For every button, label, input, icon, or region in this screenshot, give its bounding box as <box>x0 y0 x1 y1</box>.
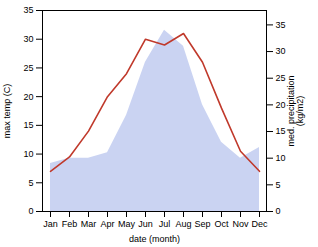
svg-text:Nov: Nov <box>232 219 249 229</box>
svg-text:5: 5 <box>276 180 281 190</box>
svg-text:May: May <box>118 219 136 229</box>
svg-text:10: 10 <box>23 149 33 159</box>
svg-text:Jun: Jun <box>138 219 153 229</box>
svg-text:Mar: Mar <box>81 219 97 229</box>
svg-text:Jan: Jan <box>43 219 58 229</box>
svg-text:date (month): date (month) <box>129 234 180 244</box>
svg-text:25: 25 <box>23 63 33 73</box>
svg-text:10: 10 <box>276 153 286 163</box>
svg-text:0: 0 <box>28 206 33 216</box>
svg-text:Feb: Feb <box>62 219 78 229</box>
svg-text:0: 0 <box>276 206 281 216</box>
svg-text:Oct: Oct <box>214 219 229 229</box>
svg-text:Jul: Jul <box>159 219 171 229</box>
svg-text:15: 15 <box>23 120 33 130</box>
svg-text:Apr: Apr <box>100 219 114 229</box>
svg-text:35: 35 <box>276 20 286 30</box>
svg-text:25: 25 <box>276 73 286 83</box>
svg-text:5: 5 <box>28 178 33 188</box>
svg-text:20: 20 <box>23 92 33 102</box>
svg-text:30: 30 <box>276 46 286 56</box>
svg-text:max temp (C): max temp (C) <box>2 84 12 139</box>
svg-text:Dec: Dec <box>251 219 268 229</box>
svg-text:Aug: Aug <box>175 219 191 229</box>
svg-text:15: 15 <box>276 126 286 136</box>
svg-text:35: 35 <box>23 5 33 15</box>
svg-text:20: 20 <box>276 100 286 110</box>
svg-text:30: 30 <box>23 34 33 44</box>
svg-text:med. precipitation(kg/m2): med. precipitation(kg/m2) <box>286 75 305 146</box>
svg-text:Sep: Sep <box>194 219 210 229</box>
